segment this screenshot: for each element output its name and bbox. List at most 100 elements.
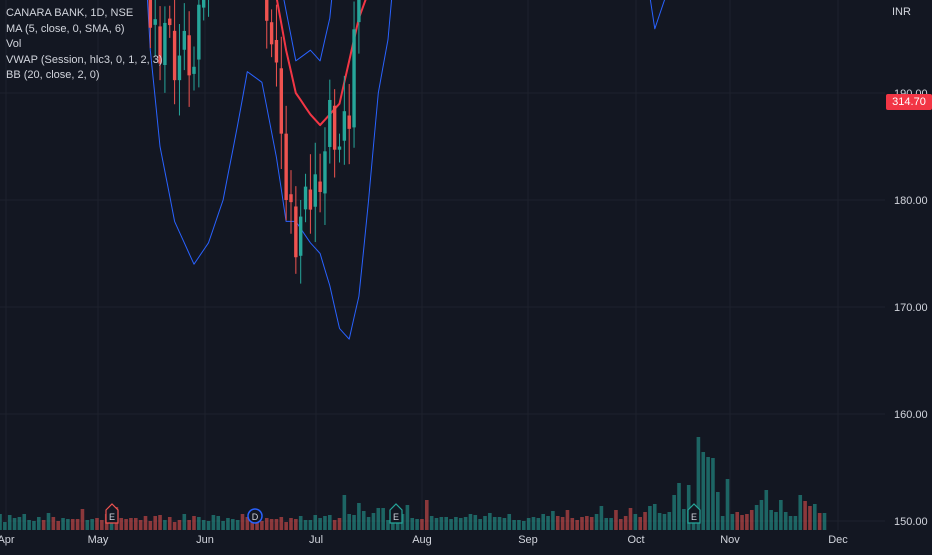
volume-bar <box>371 513 376 530</box>
candle[interactable] <box>279 36 283 169</box>
volume-bar <box>429 516 434 530</box>
volume-bar <box>187 520 191 530</box>
candle[interactable] <box>168 5 172 38</box>
x-tick-label: Jul <box>309 534 323 546</box>
legend-vol[interactable]: Vol <box>6 38 22 50</box>
volume-bar <box>22 514 27 530</box>
candle[interactable] <box>347 83 351 165</box>
volume-bar <box>12 518 17 530</box>
volume-bar <box>449 519 453 530</box>
candle[interactable] <box>197 0 201 88</box>
volume-bar <box>153 516 157 530</box>
chart-title[interactable]: CANARA BANK, 1D, NSE <box>6 7 134 19</box>
candle[interactable] <box>323 127 327 225</box>
event-marker[interactable]: E <box>687 503 701 524</box>
volume-bar <box>250 520 254 530</box>
volume-bar <box>90 519 94 530</box>
event-marker[interactable]: E <box>389 503 403 524</box>
volume-bar <box>463 517 468 530</box>
candle[interactable] <box>192 46 196 91</box>
candle[interactable] <box>313 142 317 243</box>
volume-bar <box>473 515 478 530</box>
candle[interactable] <box>294 186 298 274</box>
candle[interactable] <box>269 9 274 58</box>
candle[interactable] <box>337 133 342 163</box>
volume-bar <box>366 517 371 530</box>
volume-bar <box>264 518 269 530</box>
volume-bar <box>129 518 133 530</box>
volume-bar <box>798 495 803 530</box>
event-marker[interactable]: E <box>105 503 119 524</box>
volume-bar <box>817 513 822 530</box>
volume-bar <box>526 518 531 530</box>
volume-bar <box>716 492 720 530</box>
candle[interactable] <box>289 170 293 234</box>
volume-bar <box>720 516 725 530</box>
candle[interactable] <box>158 6 162 81</box>
candle[interactable] <box>357 0 361 54</box>
volume-bar <box>682 509 686 530</box>
candle[interactable] <box>308 154 313 234</box>
candle[interactable] <box>187 11 191 107</box>
legend-ma[interactable]: MA (5, close, 0, SMA, 6) <box>6 22 125 35</box>
legend-bb[interactable]: BB (20, close, 2, 0) <box>6 69 100 81</box>
volume-bar <box>497 517 502 530</box>
candle[interactable] <box>274 4 279 87</box>
last-price-badge: 314.70 <box>886 94 932 110</box>
volume-bar <box>677 483 681 530</box>
volume-bar <box>192 516 196 530</box>
y-tick-label: 170.00 <box>894 302 928 314</box>
volume-bar <box>294 519 298 530</box>
volume-bar <box>61 518 65 530</box>
volume-bar <box>604 518 609 530</box>
candle[interactable] <box>318 153 322 213</box>
volume-bar <box>51 517 56 530</box>
candle[interactable] <box>284 105 288 221</box>
candle[interactable] <box>182 3 186 71</box>
volume-bar <box>182 514 187 530</box>
candle[interactable] <box>303 173 308 223</box>
volume-bar <box>216 516 221 530</box>
svg-text:E: E <box>393 512 399 522</box>
candle[interactable] <box>332 89 337 178</box>
volume-bar <box>420 519 424 530</box>
volume-bar <box>749 510 754 530</box>
volume-bar <box>352 515 356 530</box>
volume-bar <box>3 522 7 530</box>
candle[interactable] <box>265 0 269 49</box>
legend-vwap[interactable]: VWAP (Session, hlc3, 0, 1, 2, 3) <box>6 53 163 66</box>
candle[interactable] <box>148 0 153 49</box>
volume-bar <box>405 505 410 530</box>
candle[interactable] <box>299 200 303 284</box>
indicator-legend: CANARA BANK, 1D, NSE MA (5, close, 0, SM… <box>6 6 163 84</box>
candle[interactable] <box>202 0 206 21</box>
candle[interactable] <box>163 6 167 93</box>
volume-bar <box>546 516 550 530</box>
volume-bar <box>517 520 521 530</box>
candle[interactable] <box>172 0 177 105</box>
volume-bar <box>269 519 274 530</box>
volume-bar <box>575 520 579 530</box>
y-tick-label: 160.00 <box>894 409 928 421</box>
volume-bar <box>628 508 633 530</box>
volume-bar <box>696 437 701 530</box>
volume-bar <box>395 518 400 530</box>
volume-bar <box>492 517 497 530</box>
candle[interactable] <box>177 23 182 116</box>
volume-bar <box>783 512 788 530</box>
candle[interactable] <box>352 1 356 148</box>
volume-bar <box>701 452 706 530</box>
volume-bar <box>231 519 235 530</box>
volume-bar <box>643 512 647 530</box>
event-marker[interactable]: D <box>247 508 263 524</box>
candle[interactable] <box>153 0 157 57</box>
volume-bar <box>434 518 439 530</box>
x-tick-label: May <box>88 534 109 546</box>
volume-bar <box>332 520 337 530</box>
candle[interactable] <box>328 79 332 164</box>
candle[interactable] <box>342 75 347 165</box>
volume-bar <box>594 514 599 530</box>
volume-bar <box>328 515 332 530</box>
